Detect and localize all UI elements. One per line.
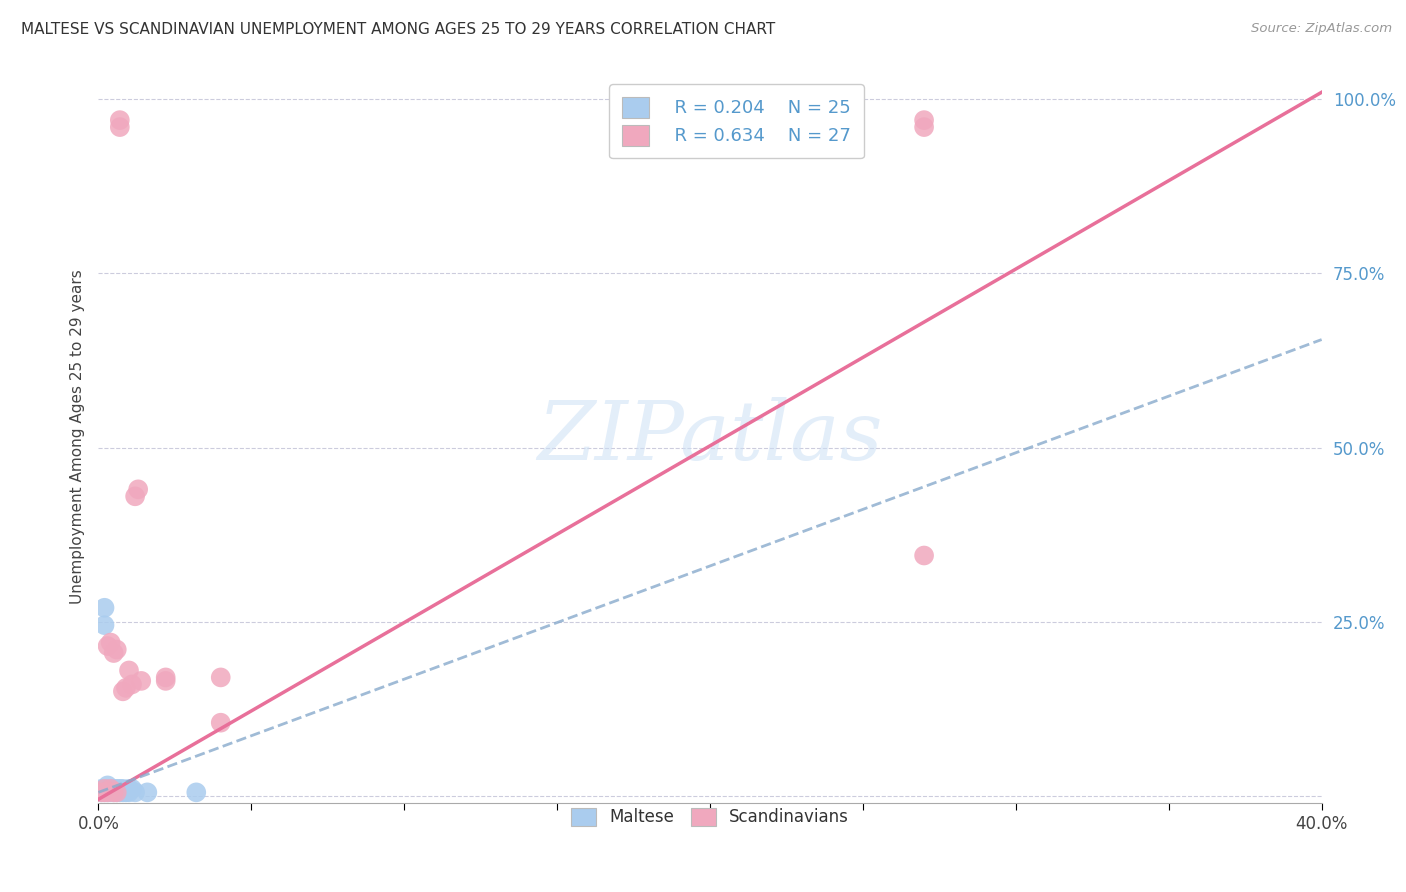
Point bbox=[97, 781, 120, 796]
Point bbox=[118, 781, 141, 796]
Point bbox=[105, 785, 128, 799]
Point bbox=[111, 684, 134, 698]
Point bbox=[121, 677, 143, 691]
Point bbox=[93, 785, 115, 799]
Point bbox=[912, 113, 935, 128]
Point bbox=[97, 778, 120, 792]
Text: Source: ZipAtlas.com: Source: ZipAtlas.com bbox=[1251, 22, 1392, 36]
Point bbox=[115, 681, 138, 695]
Point bbox=[93, 785, 115, 799]
Point bbox=[136, 785, 159, 799]
Point bbox=[129, 673, 152, 688]
Point bbox=[105, 781, 128, 796]
Point bbox=[155, 670, 177, 684]
Point bbox=[100, 781, 122, 796]
Point bbox=[97, 785, 120, 799]
Point bbox=[209, 715, 232, 730]
Point bbox=[90, 781, 112, 796]
Point bbox=[108, 785, 131, 799]
Point bbox=[90, 785, 112, 799]
Point bbox=[103, 646, 125, 660]
Point bbox=[105, 642, 128, 657]
Point bbox=[105, 785, 128, 799]
Point bbox=[97, 785, 120, 799]
Point bbox=[90, 785, 112, 799]
Point bbox=[103, 785, 125, 799]
Point bbox=[108, 113, 131, 128]
Point bbox=[186, 785, 208, 799]
Point bbox=[93, 781, 115, 796]
Point bbox=[111, 785, 134, 799]
Text: ZIPatlas: ZIPatlas bbox=[537, 397, 883, 477]
Text: MALTESE VS SCANDINAVIAN UNEMPLOYMENT AMONG AGES 25 TO 29 YEARS CORRELATION CHART: MALTESE VS SCANDINAVIAN UNEMPLOYMENT AMO… bbox=[21, 22, 775, 37]
Point bbox=[103, 785, 125, 799]
Legend: Maltese, Scandinavians: Maltese, Scandinavians bbox=[562, 799, 858, 835]
Point bbox=[93, 618, 115, 632]
Y-axis label: Unemployment Among Ages 25 to 29 years: Unemployment Among Ages 25 to 29 years bbox=[69, 269, 84, 605]
Point bbox=[100, 635, 122, 649]
Point bbox=[121, 781, 143, 796]
Point bbox=[118, 785, 141, 799]
Point bbox=[124, 489, 146, 503]
Point bbox=[93, 600, 115, 615]
Point bbox=[111, 781, 134, 796]
Point bbox=[100, 781, 122, 796]
Point bbox=[127, 483, 149, 497]
Point bbox=[103, 781, 125, 796]
Point bbox=[100, 785, 122, 799]
Point bbox=[115, 785, 138, 799]
Point bbox=[124, 785, 146, 799]
Point bbox=[912, 549, 935, 563]
Point bbox=[118, 664, 141, 678]
Point bbox=[209, 670, 232, 684]
Point bbox=[155, 673, 177, 688]
Point bbox=[108, 781, 131, 796]
Point bbox=[97, 639, 120, 653]
Point bbox=[108, 120, 131, 134]
Point bbox=[912, 120, 935, 134]
